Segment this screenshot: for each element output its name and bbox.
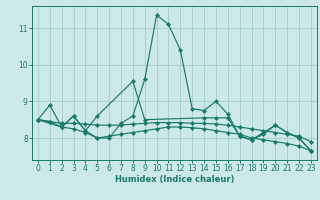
X-axis label: Humidex (Indice chaleur): Humidex (Indice chaleur) [115, 175, 234, 184]
